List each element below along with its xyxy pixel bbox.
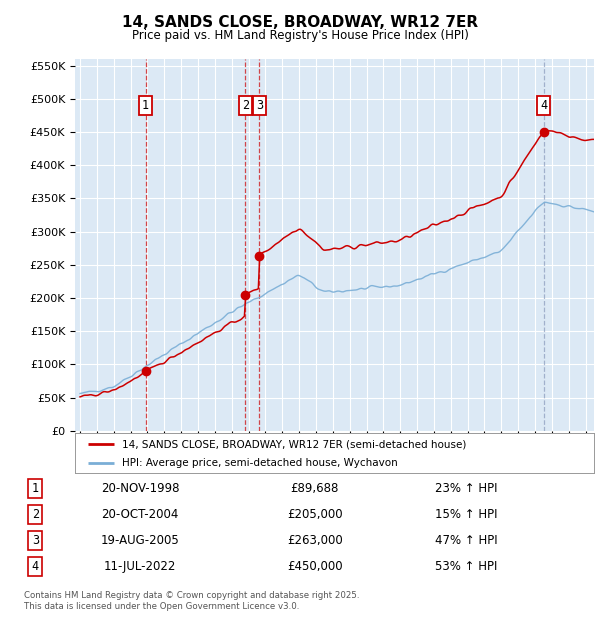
- Text: 14, SANDS CLOSE, BROADWAY, WR12 7ER (semi-detached house): 14, SANDS CLOSE, BROADWAY, WR12 7ER (sem…: [122, 439, 466, 449]
- Text: 23% ↑ HPI: 23% ↑ HPI: [435, 482, 497, 495]
- Text: £263,000: £263,000: [287, 534, 343, 547]
- Text: £450,000: £450,000: [287, 560, 343, 573]
- Text: 19-AUG-2005: 19-AUG-2005: [101, 534, 179, 547]
- Text: 15% ↑ HPI: 15% ↑ HPI: [435, 508, 497, 521]
- Text: 11-JUL-2022: 11-JUL-2022: [104, 560, 176, 573]
- Text: 1: 1: [142, 99, 149, 112]
- Text: 4: 4: [541, 99, 548, 112]
- Text: 53% ↑ HPI: 53% ↑ HPI: [435, 560, 497, 573]
- Text: 4: 4: [32, 560, 39, 573]
- Text: 2: 2: [242, 99, 249, 112]
- Text: 20-NOV-1998: 20-NOV-1998: [101, 482, 179, 495]
- Text: HPI: Average price, semi-detached house, Wychavon: HPI: Average price, semi-detached house,…: [122, 458, 397, 468]
- Text: This data is licensed under the Open Government Licence v3.0.: This data is licensed under the Open Gov…: [24, 602, 299, 611]
- Text: 47% ↑ HPI: 47% ↑ HPI: [434, 534, 497, 547]
- Text: 3: 3: [32, 534, 39, 547]
- Text: £205,000: £205,000: [287, 508, 343, 521]
- Text: 1: 1: [32, 482, 39, 495]
- Text: Price paid vs. HM Land Registry's House Price Index (HPI): Price paid vs. HM Land Registry's House …: [131, 30, 469, 42]
- Text: Contains HM Land Registry data © Crown copyright and database right 2025.: Contains HM Land Registry data © Crown c…: [24, 591, 359, 600]
- Text: £89,688: £89,688: [290, 482, 339, 495]
- Text: 20-OCT-2004: 20-OCT-2004: [101, 508, 179, 521]
- Text: 2: 2: [32, 508, 39, 521]
- Text: 3: 3: [256, 99, 263, 112]
- Text: 14, SANDS CLOSE, BROADWAY, WR12 7ER: 14, SANDS CLOSE, BROADWAY, WR12 7ER: [122, 16, 478, 30]
